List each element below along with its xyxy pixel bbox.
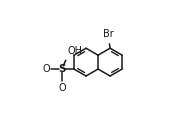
Text: O: O [58, 83, 66, 93]
Text: O: O [42, 64, 50, 74]
Text: S: S [58, 64, 66, 74]
Text: OH: OH [68, 46, 83, 56]
Text: Br: Br [103, 29, 114, 39]
